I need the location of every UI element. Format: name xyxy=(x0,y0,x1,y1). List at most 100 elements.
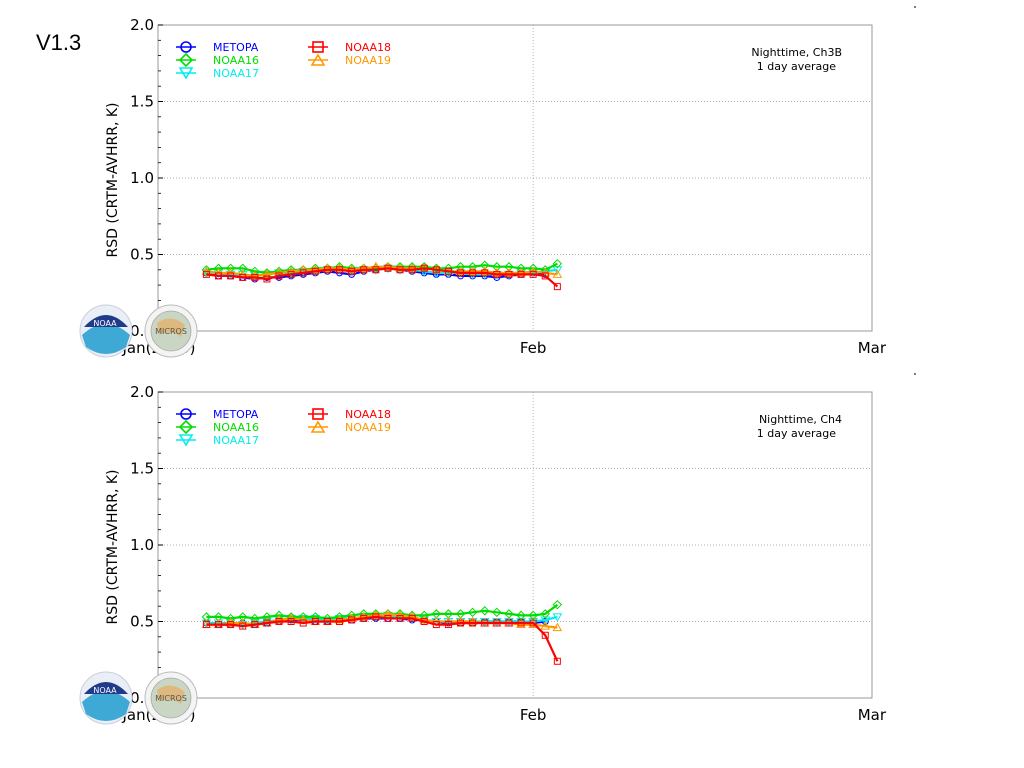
data-point xyxy=(238,263,248,273)
series-line xyxy=(206,267,559,288)
series-noaa18 xyxy=(202,264,561,291)
data-point xyxy=(455,266,466,275)
data-point xyxy=(225,618,236,627)
legend-marker xyxy=(178,434,194,447)
data-point xyxy=(251,621,259,629)
data-point xyxy=(215,621,223,629)
data-point xyxy=(408,614,416,622)
legend-label: NOAA19 xyxy=(345,54,391,67)
version-label: V1.3 xyxy=(36,30,82,55)
data-point xyxy=(553,657,561,665)
legend-label: NOAA18 xyxy=(345,41,391,54)
series-line xyxy=(206,615,559,662)
noaa-logo-sky xyxy=(84,315,128,327)
legend-entry-noaa18: NOAA18 xyxy=(308,408,391,421)
data-point xyxy=(479,266,490,275)
data-point xyxy=(239,273,247,281)
legend-marker xyxy=(180,41,192,53)
data-point xyxy=(444,621,452,629)
data-point xyxy=(251,273,259,281)
data-point xyxy=(457,269,465,277)
legend-marker xyxy=(178,52,194,68)
data-point xyxy=(334,263,345,272)
data-point xyxy=(358,611,369,621)
legend-entry-noaa19: NOAA19 xyxy=(308,53,391,67)
data-point xyxy=(408,266,416,274)
legend-label: NOAA16 xyxy=(213,54,259,67)
data-point xyxy=(505,270,513,278)
micros-logo: MICROS xyxy=(144,304,198,358)
x-tick-label: Mar xyxy=(858,706,887,724)
y-tick-label: 2.0 xyxy=(130,383,154,401)
data-point xyxy=(407,263,417,272)
legend-marker xyxy=(180,408,192,420)
micros-logo-land xyxy=(157,685,185,704)
data-point xyxy=(263,619,271,627)
data-point xyxy=(383,261,393,271)
legend-marker xyxy=(312,41,324,53)
legend-entry-noaa17: NOAA17 xyxy=(176,67,259,80)
series-noaa18 xyxy=(202,613,561,665)
data-point xyxy=(334,614,345,624)
micros-logo-text: MICROS xyxy=(155,694,187,703)
legend-entry-metopa: METOPA xyxy=(176,408,259,421)
y-tick-label: 0.5 xyxy=(130,246,154,264)
legend-label: NOAA19 xyxy=(345,421,391,434)
data-point xyxy=(262,612,272,622)
x-tick-label: Mar xyxy=(858,339,887,357)
noaa-logo-text: NOAA xyxy=(93,686,117,695)
annotation-line-1: Nighttime, Ch3B xyxy=(751,46,842,59)
data-point xyxy=(480,260,490,270)
data-point xyxy=(358,263,369,272)
legend-marker xyxy=(310,53,326,66)
data-point xyxy=(467,616,478,625)
data-point xyxy=(432,266,440,274)
legend-label: NOAA17 xyxy=(213,67,259,80)
data-point xyxy=(420,264,428,272)
legend-entry-noaa18: NOAA18 xyxy=(308,41,391,54)
noaa-logo-sky xyxy=(84,682,128,694)
data-point xyxy=(481,619,489,627)
data-point xyxy=(287,618,295,625)
data-point xyxy=(517,270,525,278)
data-point xyxy=(443,269,454,278)
data-point xyxy=(346,264,357,274)
data-point xyxy=(540,621,551,630)
data-point xyxy=(457,619,465,627)
data-point xyxy=(481,269,489,277)
data-point xyxy=(504,267,514,277)
x-tick-label: Feb xyxy=(520,706,547,724)
micros-logo-land xyxy=(157,318,185,337)
data-point xyxy=(444,267,452,275)
legend-marker xyxy=(312,408,324,420)
data-point xyxy=(384,264,392,272)
data-point xyxy=(469,619,477,627)
data-point xyxy=(395,263,405,272)
y-tick-label: 1.0 xyxy=(130,536,154,554)
y-tick-label: 1.5 xyxy=(130,93,154,111)
data-point xyxy=(552,613,563,622)
legend-label: METOPA xyxy=(213,408,259,421)
data-point xyxy=(262,269,272,278)
data-point xyxy=(480,606,490,616)
data-point xyxy=(552,269,563,278)
data-point xyxy=(360,614,368,622)
noaa-logo-wave xyxy=(82,324,130,354)
legend-marker xyxy=(178,67,194,80)
annotation-line-2: 1 day average xyxy=(757,60,836,73)
legend-entry-noaa17: NOAA17 xyxy=(176,434,259,447)
legend-label: NOAA16 xyxy=(213,421,259,434)
legend-entry-noaa16: NOAA16 xyxy=(176,52,259,68)
data-point xyxy=(346,613,357,622)
data-point xyxy=(370,610,381,619)
data-point xyxy=(432,621,440,629)
noaa-logo-text: NOAA xyxy=(93,319,117,328)
data-point xyxy=(467,266,478,275)
y-tick-label: 1.5 xyxy=(130,460,154,478)
data-point xyxy=(552,599,563,610)
data-point xyxy=(469,269,477,277)
data-point xyxy=(299,269,307,277)
data-point xyxy=(201,269,212,278)
data-point xyxy=(249,270,260,280)
